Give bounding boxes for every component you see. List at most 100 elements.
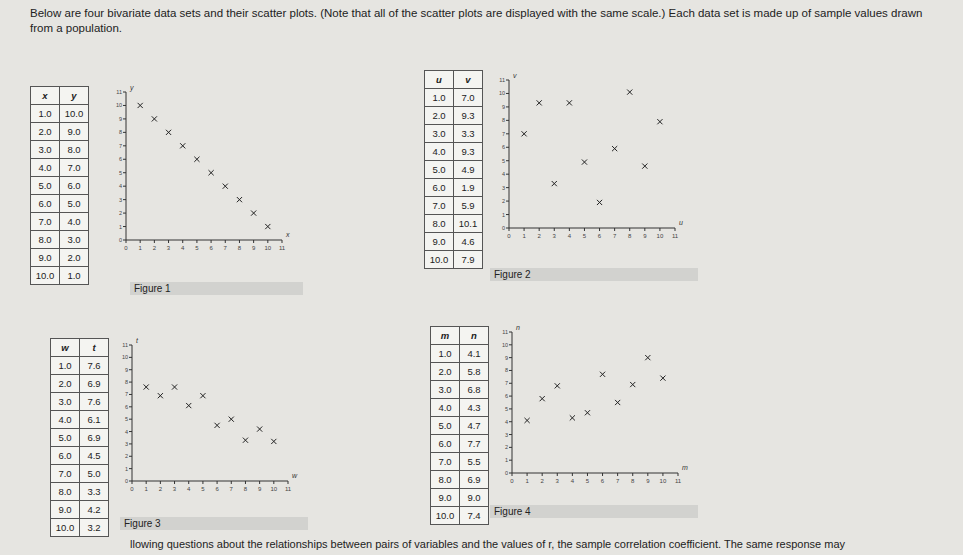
- point: [570, 415, 575, 420]
- y-tick: [129, 456, 132, 457]
- x-tick-label: 0: [507, 233, 511, 239]
- y-tick: [509, 332, 512, 333]
- x-tick-label: 9: [643, 233, 647, 239]
- point: [552, 181, 557, 186]
- y-tick-label: 0: [125, 478, 128, 484]
- point: [612, 146, 617, 151]
- figure-caption: Figure 4: [490, 505, 698, 518]
- x-tick-label: 0: [124, 245, 128, 251]
- table-cell: 5.0: [431, 417, 460, 435]
- table-cell: 9.0: [60, 123, 89, 141]
- table-cell: 7.0: [31, 213, 60, 231]
- table-cell: 8.0: [431, 471, 460, 489]
- x-tick: [160, 481, 161, 484]
- table-cell: 10.0: [31, 267, 60, 285]
- table-cell: 8.0: [425, 215, 454, 233]
- y-tick: [129, 419, 132, 420]
- scatter-plot: 0123456789101101234567891011tw: [118, 335, 298, 495]
- table-cell: 5.9: [454, 197, 483, 215]
- y-tick-label: 10: [502, 342, 508, 348]
- table-cell: 9.0: [460, 489, 489, 507]
- table-cell: 7.0: [454, 89, 483, 107]
- x-tick: [188, 481, 189, 484]
- table-cell: 3.0: [425, 125, 454, 143]
- y-tick: [506, 201, 509, 202]
- table-cell: 4.3: [460, 399, 489, 417]
- y-tick-label: 10: [499, 90, 505, 96]
- y-tick: [506, 160, 509, 161]
- table-cell: 10.0: [425, 251, 454, 269]
- table-cell: 3.3: [454, 125, 483, 143]
- y-tick-label: 4: [505, 419, 508, 425]
- point: [567, 100, 572, 105]
- figure-caption: Figure 2: [490, 268, 698, 281]
- table-cell: 5.0: [425, 161, 454, 179]
- point: [555, 383, 560, 388]
- point: [243, 438, 248, 443]
- x-tick: [659, 228, 660, 231]
- y-tick-label: 8: [119, 129, 122, 135]
- table-cell: 5.0: [60, 195, 89, 213]
- table-cell: 2.0: [31, 123, 60, 141]
- y-tick-label: 10: [122, 354, 128, 360]
- y-tick: [129, 357, 132, 358]
- x-tick: [140, 240, 141, 243]
- x-tick: [202, 481, 203, 484]
- table-cell: 10.0: [51, 519, 80, 537]
- x-tick: [678, 473, 679, 476]
- x-tick: [527, 473, 528, 476]
- y-tick-label: 5: [119, 170, 122, 176]
- table-cell: 7.0: [51, 465, 80, 483]
- x-tick-label: 5: [201, 486, 205, 492]
- y-tick: [123, 186, 126, 187]
- table-cell: 6.9: [460, 471, 489, 489]
- data-table: xy1.010.02.09.03.08.04.07.05.06.06.05.07…: [30, 86, 89, 285]
- table-cell: 4.5: [80, 447, 109, 465]
- scatter-plot: 0123456789101101234567891011nm: [498, 322, 688, 487]
- point: [265, 224, 270, 229]
- table-cell: 3.0: [51, 393, 80, 411]
- table-cell: 6.0: [51, 447, 80, 465]
- table-cell: 3.0: [60, 231, 89, 249]
- y-tick-label: 6: [125, 404, 128, 410]
- table-cell: 6.0: [425, 179, 454, 197]
- y-tick-label: 6: [119, 156, 122, 162]
- x-tick-label: 6: [598, 233, 602, 239]
- y-tick-label: 9: [125, 367, 128, 373]
- table-header: x: [31, 87, 60, 105]
- x-tick-label: 5: [583, 233, 587, 239]
- y-tick-label: 11: [499, 77, 505, 83]
- y-tick: [129, 345, 132, 346]
- point: [521, 131, 526, 136]
- scatter-plot: 0123456789101101234567891011yx: [112, 82, 292, 254]
- y-tick: [509, 344, 512, 345]
- x-tick: [182, 240, 183, 243]
- table-header: v: [454, 71, 483, 89]
- x-tick-label: 2: [153, 245, 157, 251]
- x-tick-label: 8: [631, 478, 635, 484]
- x-tick: [259, 481, 260, 484]
- x-tick: [644, 228, 645, 231]
- table-cell: 7.9: [454, 251, 483, 269]
- y-tick: [129, 394, 132, 395]
- x-axis-label: u: [679, 219, 683, 226]
- x-tick: [239, 240, 240, 243]
- table-cell: 7.0: [60, 159, 89, 177]
- y-tick: [129, 406, 132, 407]
- y-tick: [123, 226, 126, 227]
- y-tick: [506, 228, 509, 229]
- x-axis: [132, 481, 288, 482]
- y-tick: [509, 383, 512, 384]
- x-tick-label: 1: [145, 486, 149, 492]
- point: [138, 103, 143, 108]
- x-tick: [557, 473, 558, 476]
- x-tick-label: 1: [139, 245, 143, 251]
- y-tick-label: 9: [505, 355, 508, 361]
- point: [537, 100, 542, 105]
- x-tick: [662, 473, 663, 476]
- y-tick-label: 5: [125, 416, 128, 422]
- points: [138, 103, 271, 229]
- x-tick: [225, 240, 226, 243]
- x-tick: [273, 481, 274, 484]
- y-tick-label: 7: [502, 131, 505, 137]
